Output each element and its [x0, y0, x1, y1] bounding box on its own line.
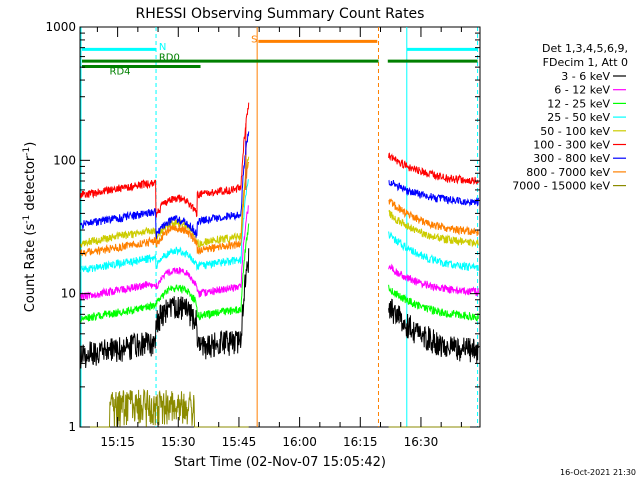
flag-bar-label: S [251, 34, 257, 45]
y-axis-label: Count Rate (s-1 detector-1) [22, 142, 38, 313]
plot-frame [79, 26, 481, 428]
series-line [80, 388, 249, 428]
legend-entry-label: 800 - 7000 keV [526, 166, 610, 179]
legend-header-line-1: Det 1,3,4,5,6,9, [542, 42, 628, 55]
legend-entry-label: 6 - 12 keV [554, 84, 610, 97]
x-tick-label: 15:45 [222, 435, 257, 449]
series-line [80, 248, 250, 369]
series-line [388, 152, 479, 185]
x-tick-label: 16:30 [404, 435, 439, 449]
legend-entry-label: 50 - 100 keV [540, 125, 610, 138]
legend-header-line-2: FDecim 1, Att 0 [543, 56, 628, 69]
flag-bar-label: N [159, 42, 166, 53]
y-tick-label: 10 [61, 287, 76, 301]
series-line [388, 179, 479, 207]
y-tick-label: 100 [53, 153, 76, 167]
series-line [80, 161, 250, 257]
series-line [388, 198, 479, 236]
legend-entry-label: 7000 - 15000 keV [512, 180, 610, 193]
x-axis-label: Start Time (02-Nov-07 15:05:42) [174, 455, 386, 470]
series-layer [80, 102, 479, 428]
axis-layer: 1 10 100 1000 15:15 15:30 15:45 16:00 16:15 16:30 [45, 20, 480, 449]
legend-entry-label: 3 - 6 keV [561, 70, 610, 83]
y-tick-label: 1000 [45, 20, 76, 34]
series-line [80, 223, 250, 323]
series-line [388, 298, 479, 364]
series-line [80, 178, 249, 273]
flag-bar-label: RD4 [110, 67, 131, 78]
chart-title: RHESSI Observing Summary Count Rates [136, 6, 425, 22]
series-line [80, 205, 249, 301]
legend-entry-label: 100 - 300 keV [533, 139, 610, 152]
y-tick-label: 1 [68, 420, 76, 434]
legend: Det 1,3,4,5,6,9, FDecim 1, Att 0 3 - 6 k… [512, 42, 628, 193]
series-line [388, 284, 479, 322]
x-tick-label: 15:15 [100, 435, 135, 449]
series-line [80, 102, 250, 219]
series-line [388, 209, 479, 248]
x-tick-label: 15:30 [161, 435, 196, 449]
flag-bar-label: RD0 [159, 53, 180, 64]
plot-area [79, 26, 481, 428]
series-line [388, 231, 479, 271]
legend-entry-label: 12 - 25 keV [547, 97, 610, 110]
series-line [388, 263, 479, 297]
marker-layer [80, 27, 479, 427]
footer-timestamp: 16-Oct-2021 21:30 [560, 468, 636, 477]
x-tick-label: 16:00 [282, 435, 317, 449]
legend-entry-label: 25 - 50 keV [547, 111, 610, 124]
legend-entry-label: 300 - 800 keV [533, 152, 610, 165]
series-line [80, 131, 250, 240]
flag-bar-layer: N S RD0 RD4 [82, 34, 478, 78]
x-tick-label: 16:15 [343, 435, 378, 449]
